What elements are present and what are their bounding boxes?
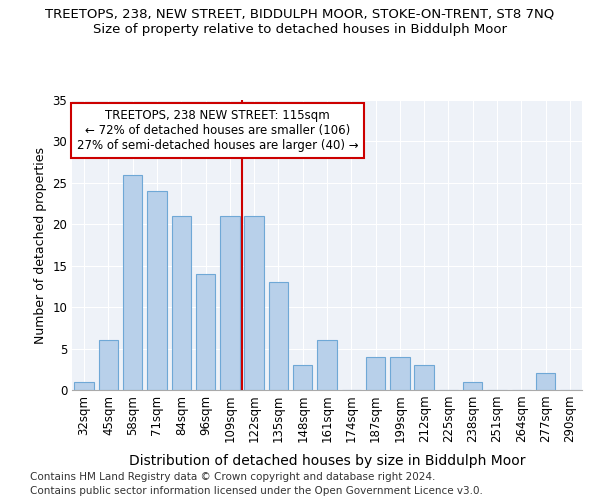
- Y-axis label: Number of detached properties: Number of detached properties: [34, 146, 47, 344]
- Bar: [172, 216, 191, 390]
- Text: TREETOPS, 238 NEW STREET: 115sqm
← 72% of detached houses are smaller (106)
27% : TREETOPS, 238 NEW STREET: 115sqm ← 72% o…: [77, 108, 358, 152]
- Bar: [147, 191, 167, 390]
- Bar: [220, 216, 239, 390]
- Text: Contains HM Land Registry data © Crown copyright and database right 2024.: Contains HM Land Registry data © Crown c…: [30, 472, 436, 482]
- Bar: [390, 357, 410, 390]
- Bar: [366, 357, 385, 390]
- Bar: [196, 274, 215, 390]
- X-axis label: Distribution of detached houses by size in Biddulph Moor: Distribution of detached houses by size …: [129, 454, 525, 468]
- Text: Contains public sector information licensed under the Open Government Licence v3: Contains public sector information licen…: [30, 486, 483, 496]
- Text: Size of property relative to detached houses in Biddulph Moor: Size of property relative to detached ho…: [93, 22, 507, 36]
- Bar: [317, 340, 337, 390]
- Bar: [293, 365, 313, 390]
- Bar: [123, 174, 142, 390]
- Text: TREETOPS, 238, NEW STREET, BIDDULPH MOOR, STOKE-ON-TRENT, ST8 7NQ: TREETOPS, 238, NEW STREET, BIDDULPH MOOR…: [46, 8, 554, 20]
- Bar: [74, 382, 94, 390]
- Bar: [415, 365, 434, 390]
- Bar: [99, 340, 118, 390]
- Bar: [269, 282, 288, 390]
- Bar: [463, 382, 482, 390]
- Bar: [536, 374, 555, 390]
- Bar: [244, 216, 264, 390]
